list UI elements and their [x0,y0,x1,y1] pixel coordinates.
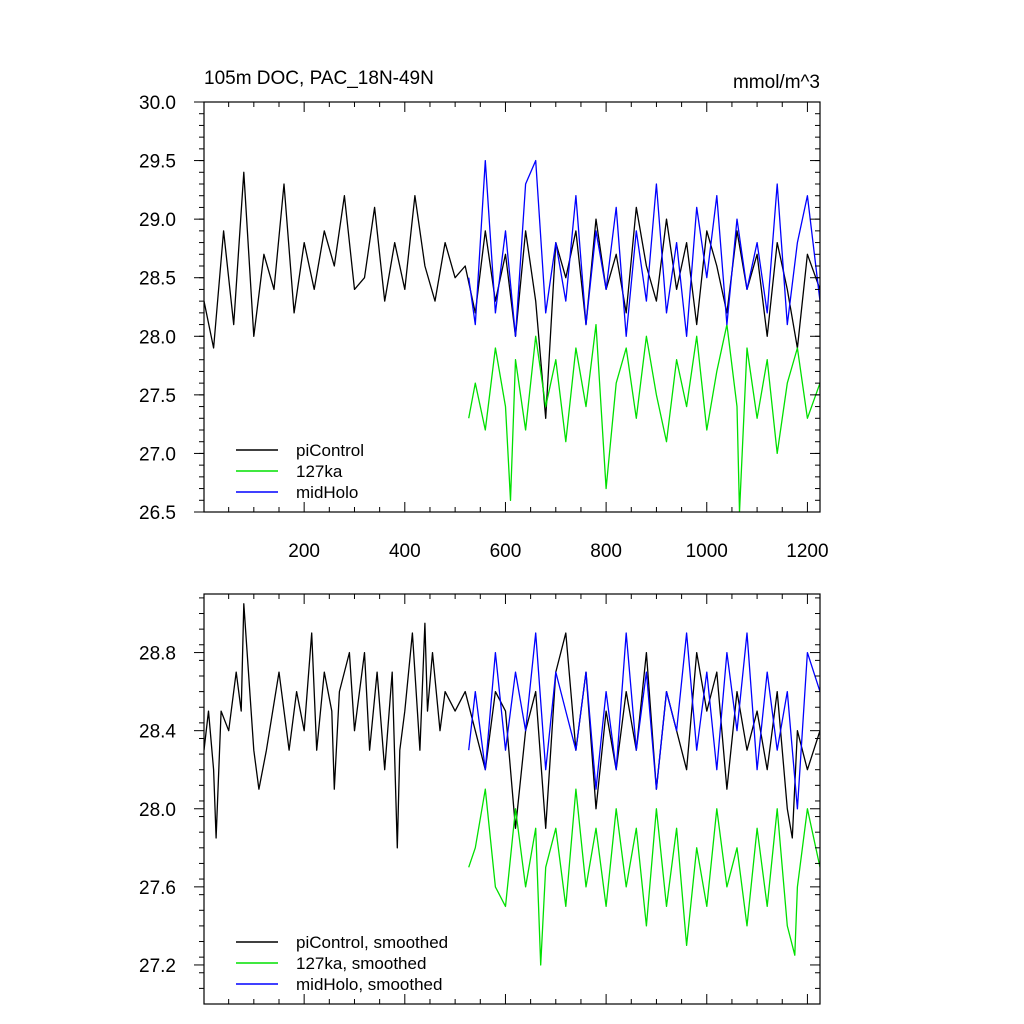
series-line-1 [204,603,820,849]
series-line-2 [468,788,820,966]
y-tick-label: 27.0 [139,444,176,465]
y-tick-label: 26.5 [139,503,176,524]
x-tick-label: 800 [590,541,622,562]
legend-label: 127ka, smoothed [296,954,426,973]
y-tick-label: 29.5 [139,152,176,173]
plot-frame [203,593,821,1005]
legend-label: midHolo [296,483,358,502]
x-tick-label: 1200 [786,541,828,562]
chart-title: 105m DOC, PAC_18N-49N [204,68,434,89]
plot-frame [203,101,821,513]
series-layer [204,159,820,512]
y-tick-label: 27.2 [139,956,176,977]
legend: piControl 127ka midHolo [236,441,364,502]
units-label: mmol/m^3 [733,72,820,93]
x-tick-label: 1000 [686,541,728,562]
tick-layer: 27.2 27.6 28.0 28.4 28.8 [139,594,820,1004]
legend-label: piControl, smoothed [296,933,448,952]
series-line-3 [468,159,820,337]
y-tick-label: 28.8 [139,644,176,665]
y-tick-label: 30.0 [139,93,176,114]
top-panel: 105m DOC, PAC_18N-49N mmol/m^3 200 400 600… [139,68,829,562]
y-tick-label: 27.6 [139,878,176,899]
legend-label: 127ka [296,462,343,481]
series-layer [204,603,820,966]
y-tick-label: 28.0 [139,800,176,821]
y-tick-label: 29.0 [139,210,176,231]
y-tick-label: 28.4 [139,722,176,743]
x-tick-label: 600 [490,541,522,562]
y-tick-label: 28.5 [139,269,176,290]
series-line-3 [468,632,820,810]
x-tick-label: 400 [389,541,421,562]
series-line-1 [204,171,820,419]
legend-label: piControl [296,441,364,460]
y-tick-label: 27.5 [139,386,176,407]
x-tick-label: 200 [288,541,320,562]
y-tick-label: 28.0 [139,327,176,348]
tick-layer: 200 400 600 800 1000 1200 26.5 27.0 27.5 28.0 28.5… [139,93,829,562]
bottom-panel: 27.2 27.6 28.0 28.4 28.8 piControl, smoothed… [139,593,821,1005]
legend: piControl, smoothed 127ka, smoothed midHol… [236,933,448,994]
legend-label: midHolo, smoothed [296,975,442,994]
series-line-2 [468,323,820,512]
